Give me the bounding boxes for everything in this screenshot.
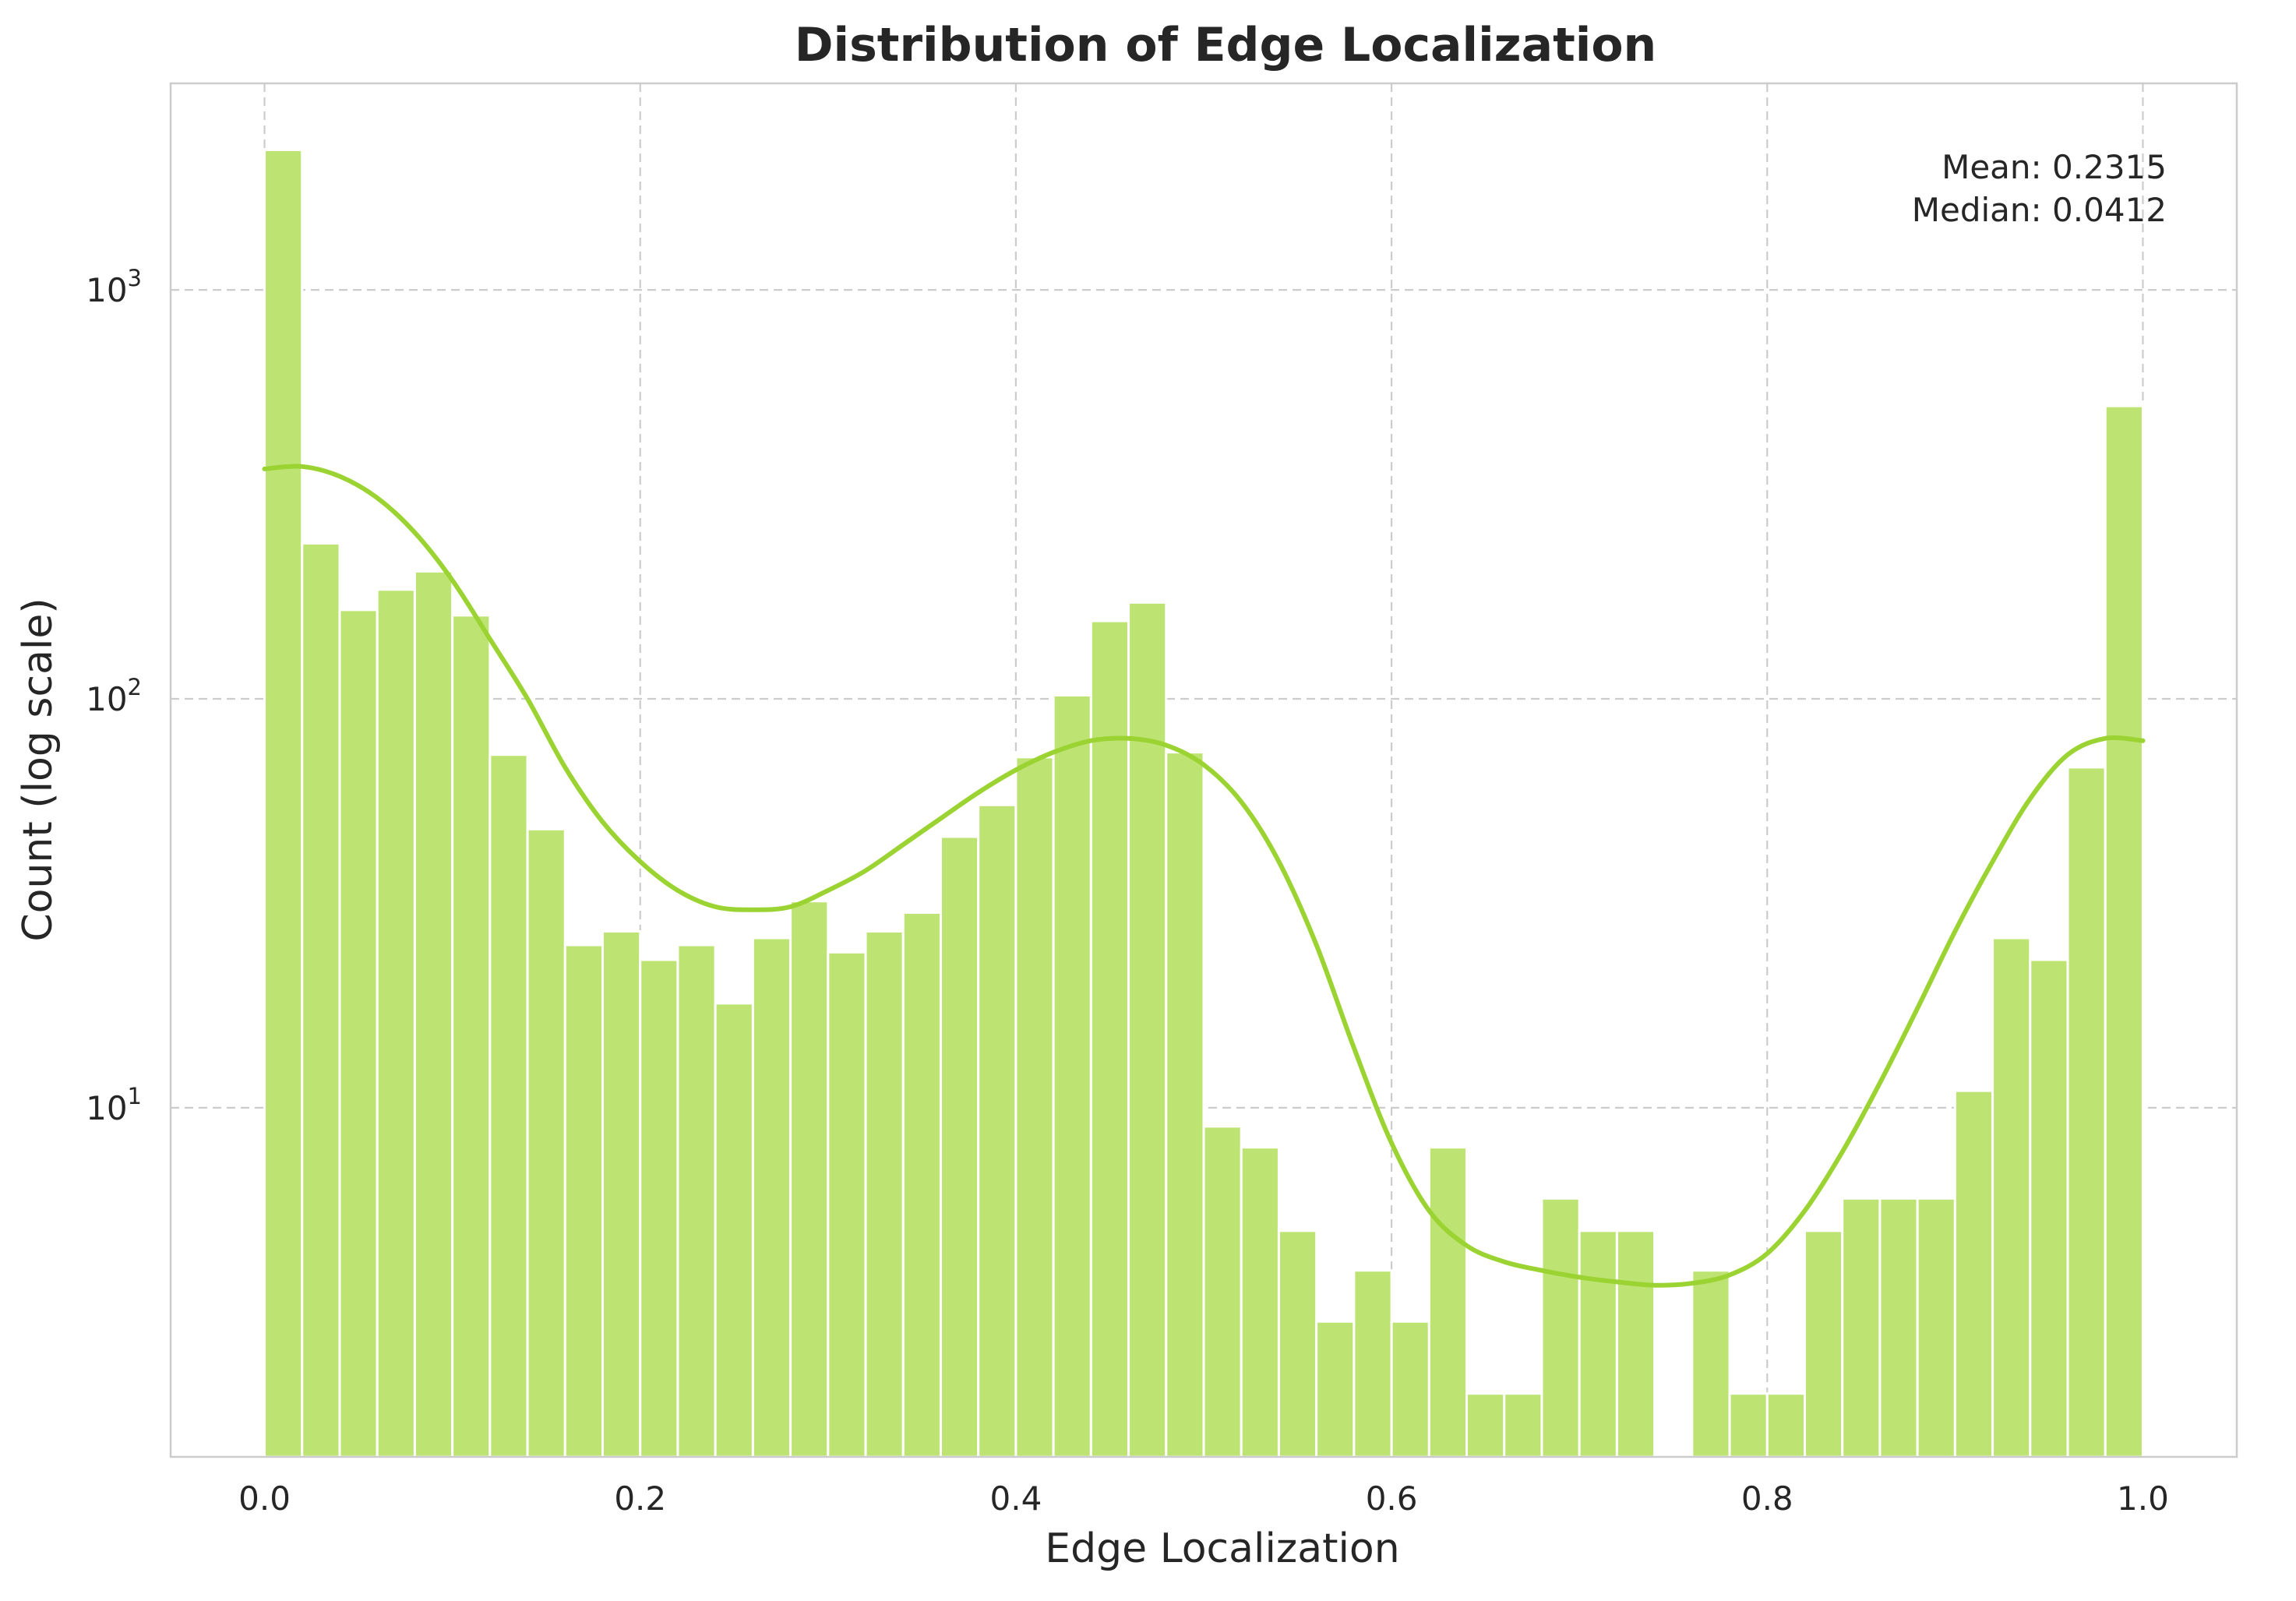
x-tick-label: 0.8 <box>1741 1479 1793 1518</box>
histogram-bar <box>1127 601 1168 1458</box>
kde-curve-group <box>262 464 2146 1288</box>
histogram-bar <box>1578 1229 1618 1458</box>
histogram-bar <box>1991 936 2032 1458</box>
mean-annotation: Mean: 0.2315 <box>1942 148 2167 186</box>
histogram-bar <box>413 570 454 1458</box>
histogram-bar <box>1503 1392 1543 1458</box>
histogram-bar <box>1841 1197 1882 1458</box>
histogram-bars <box>263 148 2144 1458</box>
histogram-bar <box>1390 1320 1430 1458</box>
plot-frame <box>169 82 2238 1458</box>
histogram-bar <box>488 753 529 1458</box>
histogram-bar <box>1765 1392 1806 1458</box>
chart-title: Distribution of Edge Localization <box>795 18 1657 72</box>
histogram-bar <box>1878 1197 1919 1458</box>
histogram-bar <box>1353 1269 1393 1458</box>
histogram-bar <box>1277 1229 1318 1458</box>
histogram-bar <box>977 803 1018 1458</box>
x-tick-label: 1.0 <box>2117 1479 2169 1518</box>
y-axis-label: Count (log scale) <box>15 598 62 941</box>
x-tick-label: 0.2 <box>614 1479 666 1518</box>
histogram-bar <box>1615 1229 1656 1458</box>
histogram-bar <box>1089 619 1130 1458</box>
histogram-bar <box>1014 756 1055 1458</box>
histogram-bar <box>939 835 980 1458</box>
histogram-bar <box>376 588 416 1458</box>
histogram-bar <box>1691 1269 1731 1458</box>
histogram-bar <box>451 614 492 1458</box>
histogram-bar <box>1052 693 1092 1458</box>
histogram-bar <box>1465 1392 1506 1458</box>
y-tick-label: 101 <box>86 1083 142 1127</box>
histogram-bar <box>639 958 679 1458</box>
histogram-bar <box>1315 1320 1356 1458</box>
y-tick-label: 102 <box>86 674 142 718</box>
y-tick-label: 103 <box>86 265 142 309</box>
histogram-bar <box>676 943 717 1458</box>
histogram-bar <box>1803 1229 1844 1458</box>
x-axis-ticks: 0.0 0.2 0.4 0.6 0.8 1.0 <box>238 1479 2169 1518</box>
histogram-bar <box>338 608 379 1458</box>
histogram-bar <box>1202 1125 1243 1458</box>
histogram-bar <box>751 936 792 1458</box>
histogram-bar <box>1916 1197 1956 1458</box>
x-tick-label: 0.6 <box>1366 1479 1418 1518</box>
histogram-bar <box>1427 1146 1469 1458</box>
histogram-bar <box>601 929 642 1458</box>
kde-curve <box>262 464 2146 1288</box>
histogram-bar <box>827 950 867 1458</box>
y-axis-ticks: 101 102 103 <box>86 265 142 1127</box>
x-tick-label: 0.4 <box>990 1479 1042 1518</box>
histogram-bar <box>1240 1146 1280 1458</box>
histogram-bar <box>301 541 341 1458</box>
x-tick-label: 0.0 <box>238 1479 291 1518</box>
histogram-bar <box>1953 1089 1994 1458</box>
histogram-bar <box>864 929 905 1458</box>
histogram-bar <box>714 1002 754 1458</box>
histogram-bar <box>789 900 830 1458</box>
x-axis-label: Edge Localization <box>1045 1525 1399 1572</box>
histogram-bar <box>563 943 605 1458</box>
histogram-bar <box>1540 1197 1581 1458</box>
histogram-bar <box>2066 766 2107 1458</box>
histogram-bar <box>526 827 566 1458</box>
histogram-bar <box>263 148 304 1458</box>
histogram-bar <box>1728 1392 1769 1458</box>
histogram-bar <box>1165 751 1205 1458</box>
histogram-bar <box>2029 958 2069 1458</box>
histogram-bar <box>901 911 942 1458</box>
histogram-bar <box>2104 404 2144 1458</box>
median-annotation: Median: 0.0412 <box>1912 191 2167 229</box>
